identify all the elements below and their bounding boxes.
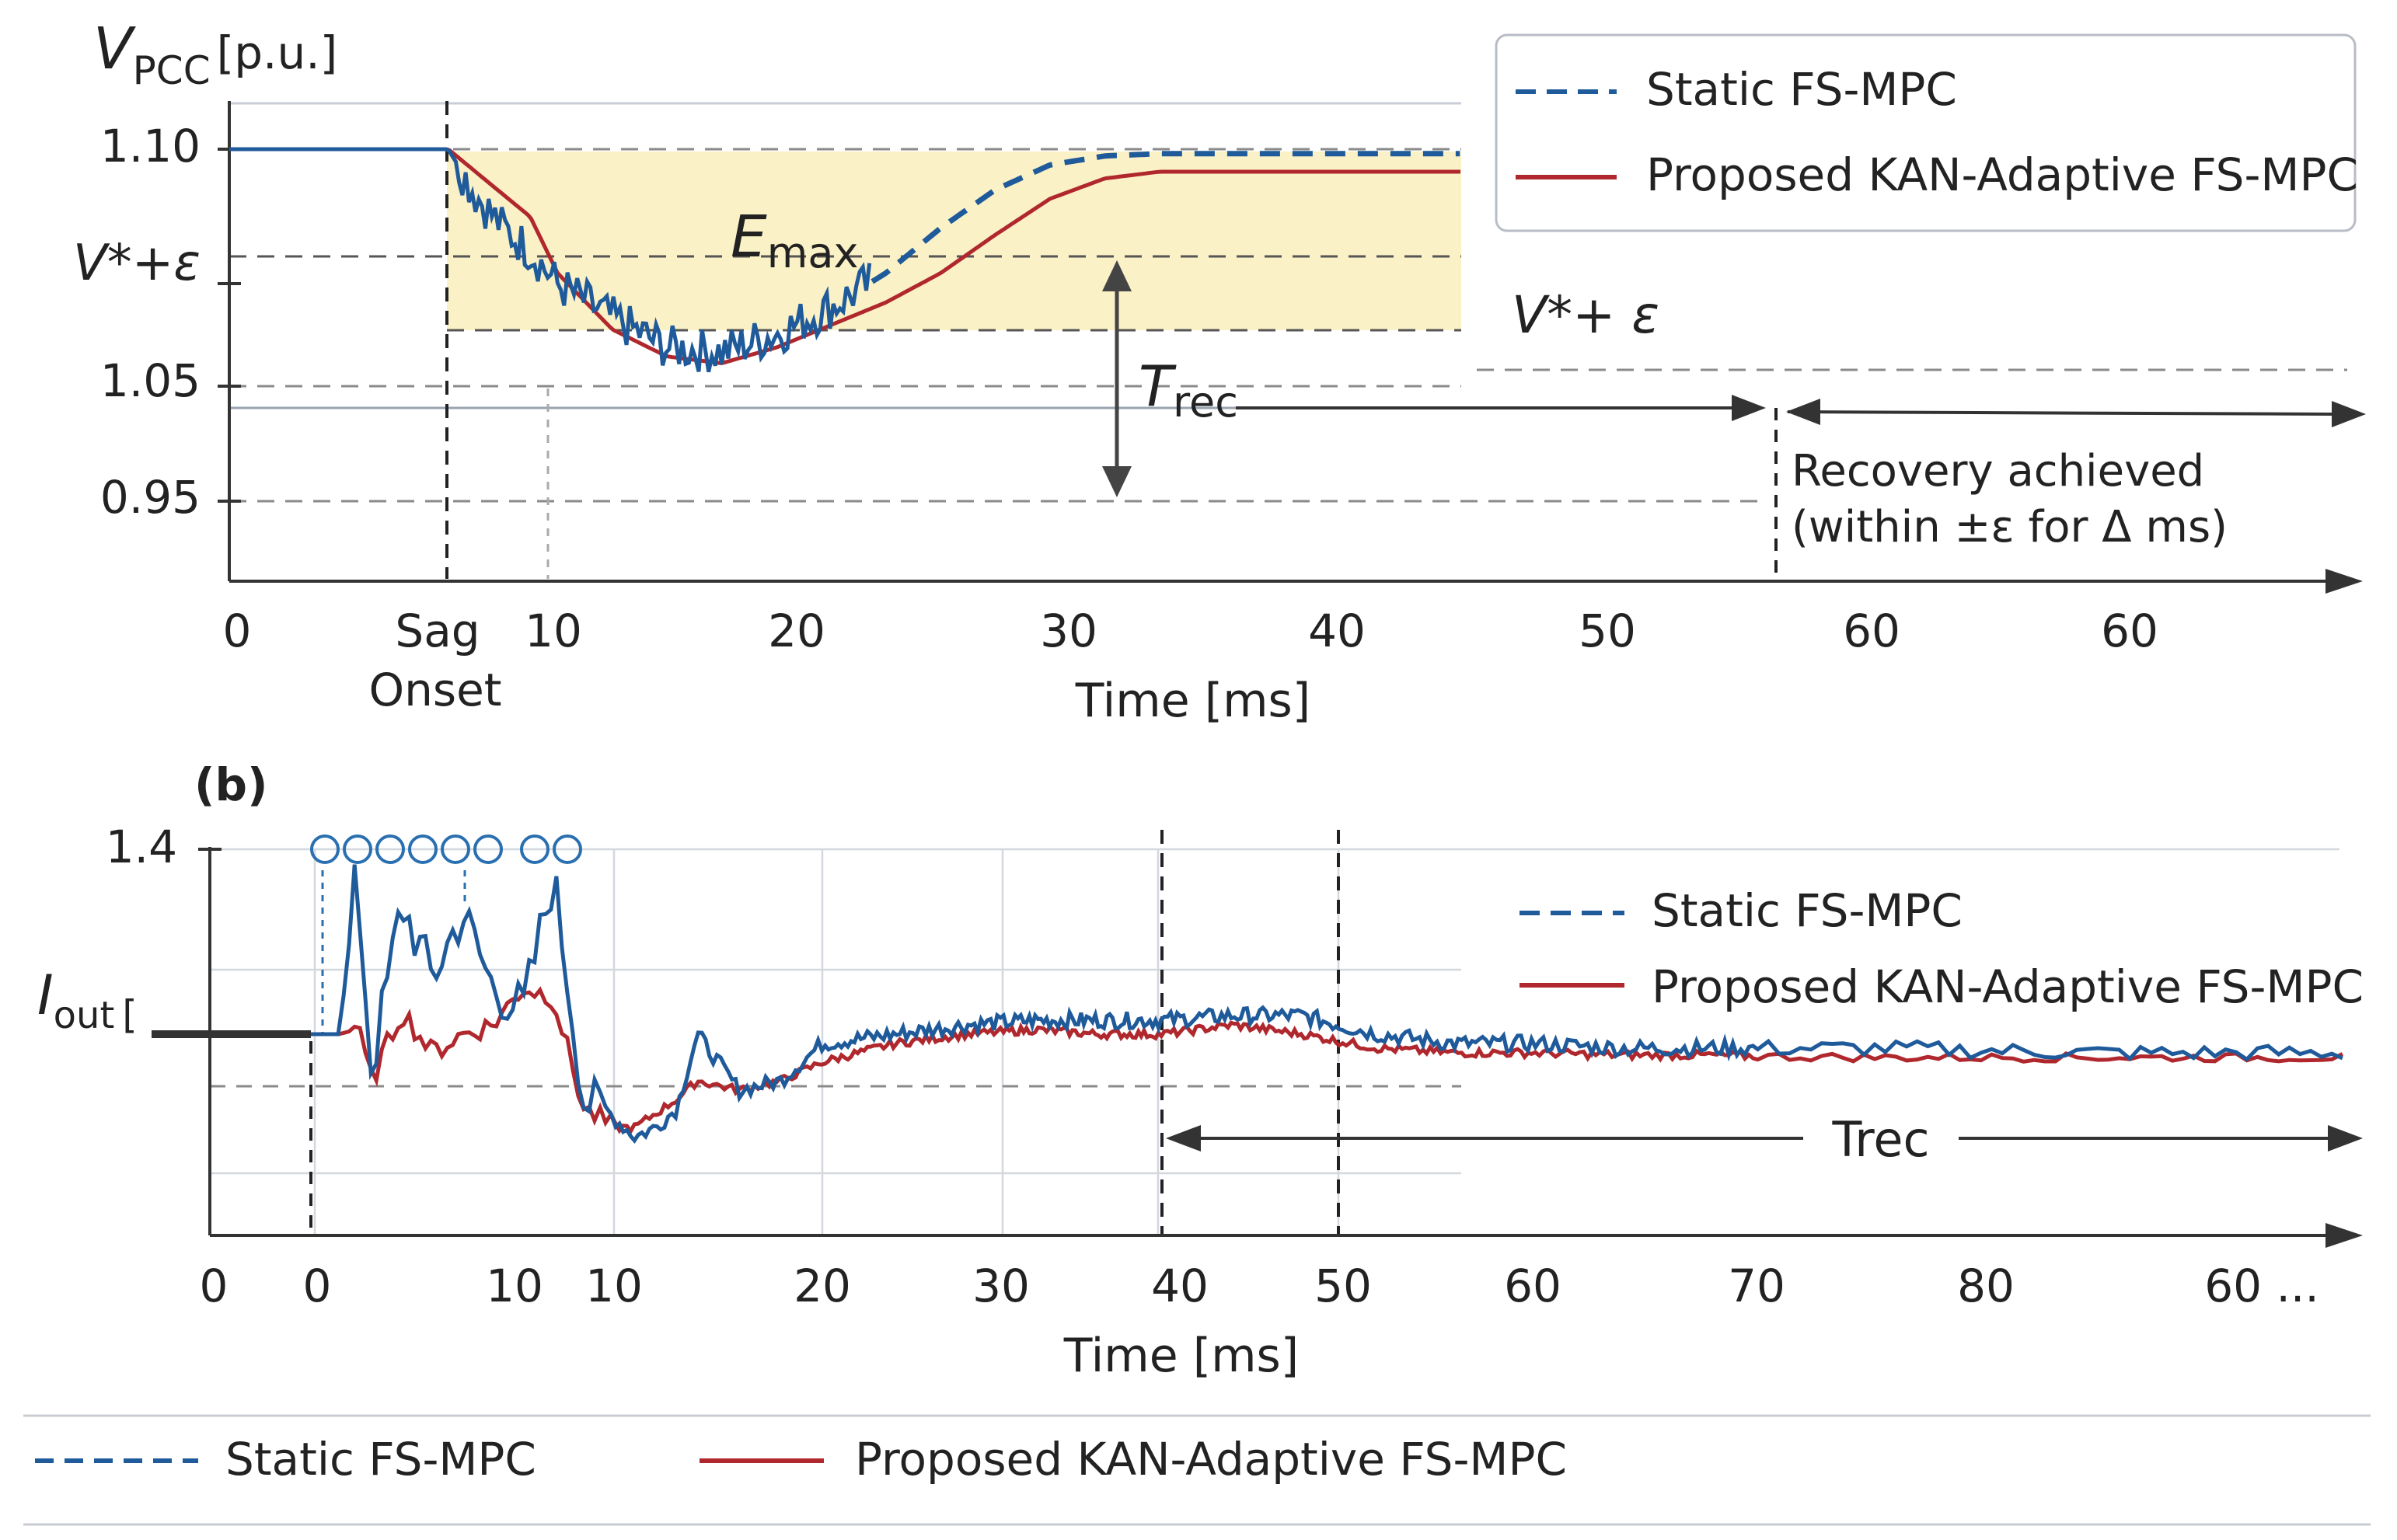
x-axis-label-a: Time [ms]: [1075, 674, 1310, 728]
trec-label-a: Trec: [1139, 354, 1238, 427]
switching-marker-4: [408, 834, 438, 864]
x-tick-b-50: 50: [1314, 1260, 1372, 1312]
switching-marker-5: [441, 834, 470, 864]
x-tick-a-sag: Sag: [395, 605, 480, 657]
bottom-legend-adaptive-label: Proposed KAN-Adaptive FS-MPC: [855, 1433, 1567, 1486]
bottom-legend-static-label: Static FS-MPC: [225, 1433, 536, 1486]
x-tick-a-0: 0: [223, 605, 252, 657]
x-tick-b-0b: 0: [303, 1260, 332, 1312]
x-tick-a-10: 10: [525, 605, 582, 657]
emax-label: Emax: [731, 204, 858, 277]
switching-marker-6: [473, 834, 503, 864]
x-tick-b-60-ellipsis: 60 ...: [2204, 1260, 2319, 1312]
panel-b-label: (b): [194, 758, 268, 811]
vstar-band-label: V*+ ε: [1512, 285, 1659, 345]
y-tick-0-95: 0.95: [100, 471, 201, 524]
x-tick-b-80: 80: [1957, 1260, 2015, 1312]
y-tick-1-10: 1.10: [100, 120, 201, 172]
switching-marker-8: [553, 834, 582, 864]
panel-b-current-plot: (b) Iout[: [37, 758, 2364, 1383]
y-axis-label-b: Iout[: [37, 963, 138, 1037]
x-tick-b-30: 30: [972, 1260, 1030, 1312]
switching-marker-7: [520, 834, 550, 864]
x-tick-a-40: 40: [1308, 605, 1366, 657]
panel-a-voltage-plot: VPCC [p.u.] 1.10 V*+ε 1.05 0.95 0 Sag Ons…: [73, 16, 2366, 728]
x-tick-b-70: 70: [1728, 1260, 1785, 1312]
series-static-b: [311, 864, 2343, 1145]
x-tick-a-20: 20: [768, 605, 825, 657]
series-static-a: [229, 147, 872, 373]
bottom-legend: Static FS-MPC Proposed KAN-Adaptive FS-M…: [23, 1414, 2371, 1526]
trec-label-b: Trec: [1831, 1111, 1929, 1168]
legend-b-static-label: Static FS-MPC: [1652, 884, 1963, 937]
x-tick-b-10: 10: [486, 1260, 543, 1312]
legend-a-adaptive-label: Proposed KAN-Adaptive FS-MPC: [1646, 148, 2358, 201]
series-static-a-dashed: [871, 151, 1460, 284]
y-tick-1-05: 1.05: [100, 354, 201, 407]
x-tick-a-30: 30: [1040, 605, 1097, 657]
switching-marker-1: [310, 834, 340, 864]
x-tick-b-40: 40: [1151, 1260, 1209, 1312]
x-tick-b-20: 20: [794, 1260, 851, 1312]
switching-marker-2: [343, 834, 372, 864]
recovery-text-line1: Recovery achieved: [1792, 446, 2204, 496]
legend-b: Static FS-MPC Proposed KAN-Adaptive FS-M…: [1519, 884, 2364, 1013]
x-tick-a-onset: Onset: [368, 664, 501, 716]
switching-marker-3: [375, 834, 405, 864]
x-tick-b-60: 60: [1504, 1260, 1561, 1312]
y-axis-label-a: VPCC [p.u.]: [93, 16, 337, 93]
x-axis-label-b: Time [ms]: [1063, 1329, 1299, 1383]
x-tick-a-60b: 60: [2101, 605, 2158, 657]
legend-a: Static FS-MPC Proposed KAN-Adaptive FS-M…: [1495, 33, 2358, 232]
legend-a-static-label: Static FS-MPC: [1646, 63, 1957, 116]
x-tick-b-0: 0: [200, 1260, 229, 1312]
y-tick-b-1-4: 1.4: [106, 821, 177, 873]
x-tick-b-10b: 10: [585, 1260, 643, 1312]
x-tick-a-50: 50: [1579, 605, 1636, 657]
x-tick-a-60: 60: [1843, 605, 1900, 657]
legend-b-adaptive-label: Proposed KAN-Adaptive FS-MPC: [1652, 960, 2364, 1013]
y-tick-vstar: V*+ε: [73, 235, 201, 292]
switching-markers: [310, 834, 582, 864]
recovery-text-line2: (within ±ε for Δ ms): [1792, 502, 2228, 552]
